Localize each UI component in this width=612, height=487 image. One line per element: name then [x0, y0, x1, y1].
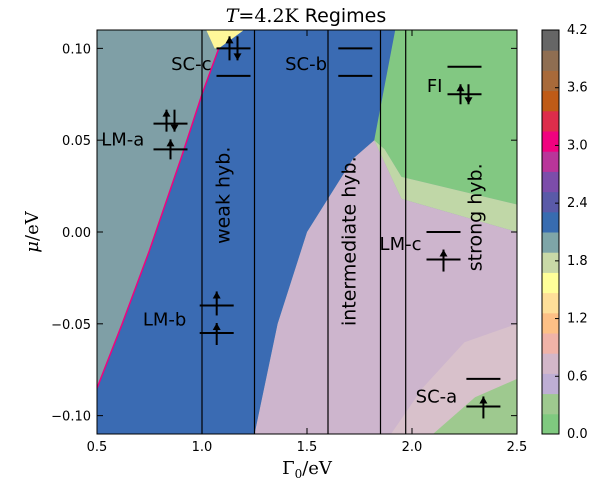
- colorbar-tick-label-7: 0.0: [567, 427, 588, 442]
- colorbar-frame: [541, 29, 560, 435]
- colorbar-band-11: [542, 191, 559, 213]
- colorbar-band-18: [542, 50, 559, 71]
- colorbar-band-4: [542, 333, 559, 354]
- colorbar-band-3: [542, 353, 559, 374]
- colorbar-tick-label-4: 1.8: [567, 254, 588, 269]
- title-math: T: [226, 5, 240, 27]
- colorbar-band-19: [542, 30, 559, 51]
- lm-b-up-arrow: [212, 291, 221, 316]
- colorbar-band-7: [542, 272, 559, 294]
- colorbar-tick-label-0: 4.2: [567, 23, 588, 38]
- lm-a-up-arrow: [162, 109, 171, 132]
- x-sym: Γ: [282, 458, 295, 479]
- colorbar-band-15: [542, 110, 559, 132]
- hyb-label-1: intermediate hyb.: [338, 156, 360, 326]
- colorbar-tick-label-3: 2.4: [567, 196, 588, 211]
- colorbar-band-0: [542, 413, 559, 435]
- colorbar-band-10: [542, 211, 559, 233]
- x-axis-ticks: 0.5 1.0 1.5 2.0 2.5: [87, 30, 528, 455]
- y-unit: /eV: [22, 210, 43, 241]
- regime-label-sc-c: SC-c: [171, 54, 211, 75]
- title-eq: =4.2: [238, 5, 284, 27]
- y-axis-label: μ/eV: [22, 210, 43, 252]
- regime-label-sc-a: SC-a: [416, 386, 458, 407]
- regime-label-sc-b: SC-b: [285, 54, 327, 75]
- colorbar-band-17: [542, 70, 559, 92]
- colorbar-tick-label-5: 1.2: [567, 312, 588, 327]
- sc-c-up-arrow: [225, 36, 234, 61]
- sc-a-up-arrow: [479, 396, 488, 419]
- title-word: Regimes: [305, 5, 386, 27]
- colorbar-band-2: [542, 373, 559, 395]
- x-tick-label-3: 2.0: [402, 440, 423, 455]
- lm-a-down-arrow: [170, 109, 179, 132]
- x-axis-label: Γ0/eV: [282, 458, 333, 481]
- colorbar-tick-label-2: 3.0: [567, 138, 588, 153]
- y-axis-ticks: 0.10 0.05 0.00 −0.05 −0.10: [51, 42, 517, 425]
- spin-markers: [153, 36, 501, 419]
- colorbar-band-8: [542, 252, 559, 273]
- regime-label-lm-a: LM-a: [101, 129, 144, 150]
- x-tick-label-2: 1.5: [297, 440, 318, 455]
- y-tick-label-3: −0.05: [51, 318, 91, 333]
- hyb-label-0: weak hyb.: [212, 147, 234, 244]
- chart-title: T=4.2K Regimes: [226, 5, 387, 27]
- y-tick-label-0: 0.10: [62, 42, 91, 57]
- lm-a-lower-up-arrow: [166, 139, 175, 160]
- colorbar: 4.2 3.6 3.0 2.4 1.8 1.2 0.6 0.0: [541, 23, 588, 442]
- lm-c-up-arrow: [439, 249, 448, 272]
- x-tick-label-4: 2.5: [507, 440, 528, 455]
- colorbar-band-1: [542, 393, 559, 415]
- regime-labels: SC-c SC-b FI LM-a LM-c LM-b SC-a: [101, 54, 457, 407]
- colorbar-band-6: [542, 292, 559, 314]
- colorbar-band-13: [542, 151, 559, 172]
- colorbar-band-14: [542, 131, 559, 152]
- colorbar-tick-label-1: 3.6: [567, 81, 588, 96]
- hybridization-labels: weak hyb. intermediate hyb. strong hyb.: [212, 147, 486, 326]
- colorbar-band-16: [542, 90, 559, 112]
- regime-label-lm-b: LM-b: [143, 309, 186, 330]
- colorbar-band-9: [542, 232, 559, 253]
- boundary-red: [97, 48, 220, 389]
- regime-label-lm-c: LM-c: [380, 234, 422, 255]
- y-sym: μ: [22, 241, 43, 253]
- title-unit: K: [285, 5, 300, 27]
- fi-down-arrow: [464, 84, 473, 105]
- colorbar-band-5: [542, 312, 559, 334]
- colorbar-band-12: [542, 171, 559, 193]
- x-tick-label-1: 1.0: [192, 440, 213, 455]
- x-unit: /eV: [302, 458, 333, 479]
- hyb-label-2: strong hyb.: [464, 163, 486, 271]
- lm-b-lower-up-arrow: [212, 323, 221, 345]
- fi-up-arrow: [456, 84, 465, 105]
- x-tick-label-0: 0.5: [87, 440, 108, 455]
- region-green: [374, 30, 517, 205]
- regime-label-fi: FI: [427, 76, 443, 97]
- heatmap-plot: [97, 30, 517, 434]
- y-tick-label-4: −0.10: [51, 410, 91, 425]
- region-light-green-band: [374, 140, 517, 232]
- x-sub: 0: [295, 467, 303, 481]
- colorbar-tick-label-6: 0.6: [567, 369, 588, 384]
- y-tick-label-1: 0.05: [62, 134, 91, 149]
- region-blue: [97, 30, 396, 434]
- y-tick-label-2: 0.00: [62, 226, 91, 241]
- sc-c-down-arrow: [233, 36, 242, 61]
- hybridization-lines: [201, 30, 407, 434]
